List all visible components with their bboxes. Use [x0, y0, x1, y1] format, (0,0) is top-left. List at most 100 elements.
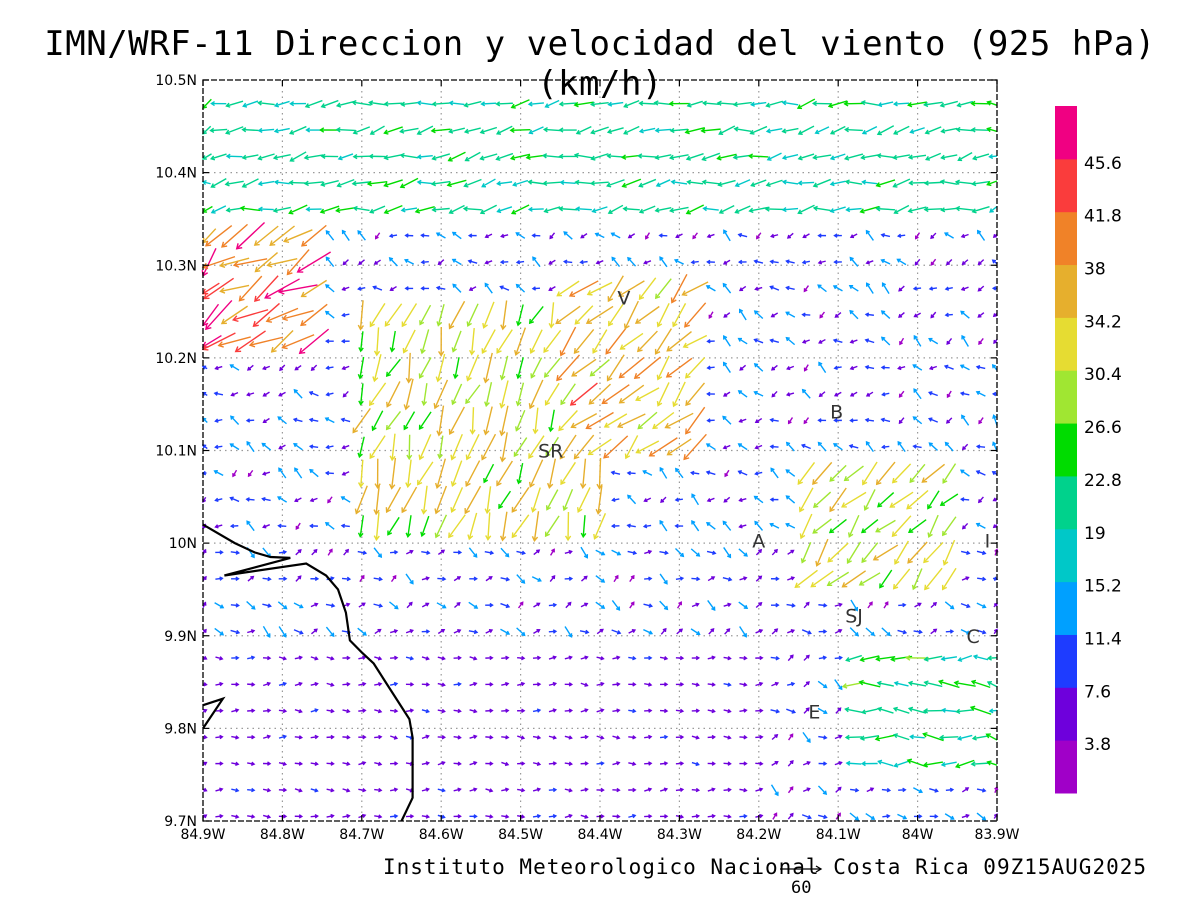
wind-vector-head	[203, 814, 208, 819]
wind-vector-head	[660, 498, 665, 504]
wind-vector	[787, 629, 796, 634]
wind-vector	[501, 735, 510, 740]
wind-vector	[292, 417, 303, 423]
wind-vector	[643, 260, 652, 265]
wind-vector-head	[399, 128, 405, 134]
wind-vector-head	[568, 813, 573, 819]
wind-vector	[865, 260, 874, 265]
wind-vector	[219, 257, 250, 268]
wind-vector-head	[759, 708, 764, 713]
wind-vector-shaft	[940, 100, 959, 107]
wind-vector-shaft	[706, 550, 716, 555]
wind-vector	[785, 392, 795, 397]
wind-vector-head	[758, 602, 763, 607]
wind-vector-shaft	[590, 359, 610, 377]
wind-vector	[797, 204, 815, 215]
wind-vector	[580, 787, 589, 792]
wind-vector-head	[705, 285, 711, 290]
wind-vector-head	[452, 373, 459, 380]
wind-vector	[596, 735, 605, 740]
wind-vector-head	[346, 682, 351, 687]
wind-vector-head	[679, 655, 685, 661]
wind-vector	[595, 601, 606, 609]
wind-vector-head	[400, 207, 406, 213]
wind-vector-head	[805, 654, 810, 659]
wind-vector	[770, 576, 780, 582]
wind-vector	[786, 365, 795, 371]
wind-vector-head	[957, 657, 963, 662]
wind-vector-head	[972, 654, 978, 660]
wind-vector-shaft	[234, 258, 268, 266]
wind-vector-head	[638, 100, 644, 106]
wind-vector-head	[695, 682, 700, 687]
wind-vector-head	[829, 476, 835, 482]
wind-vector-head	[789, 733, 794, 738]
wind-vector-head	[527, 101, 533, 107]
wind-vector-shaft	[865, 339, 875, 344]
wind-vector-shaft	[360, 331, 364, 352]
wind-vector	[373, 327, 381, 357]
wind-vector	[281, 310, 314, 322]
wind-vector-shaft	[701, 128, 721, 132]
wind-vector-shaft	[532, 487, 541, 512]
wind-vector-shaft	[559, 207, 578, 211]
wind-vector-head	[753, 338, 758, 343]
wind-vector	[294, 655, 303, 660]
wind-vector	[373, 485, 380, 516]
wind-vector-head	[743, 576, 748, 581]
wind-vector	[545, 489, 559, 511]
wind-vector-head	[673, 258, 679, 264]
wind-vector-head	[298, 709, 303, 714]
wind-vector-head	[818, 361, 823, 367]
wind-vector	[390, 550, 399, 555]
wind-vector	[279, 364, 286, 372]
wind-vector	[558, 409, 578, 432]
wind-vector-head	[865, 229, 870, 235]
wind-vector	[451, 330, 462, 353]
wind-vector-head	[559, 350, 566, 357]
wind-vector-head	[940, 154, 946, 160]
wind-vector-head	[473, 708, 478, 714]
wind-vector-head	[941, 584, 948, 591]
colorbar-swatch	[1055, 687, 1077, 741]
wind-vector-head	[845, 657, 851, 663]
wind-vector	[325, 603, 336, 608]
wind-vector	[737, 443, 748, 451]
wind-vector	[843, 101, 864, 107]
wind-vector	[956, 100, 974, 108]
wind-vector-shaft	[468, 547, 478, 558]
wind-vector-head	[303, 154, 309, 161]
wind-vector-head	[574, 179, 580, 185]
wind-vector-shaft	[595, 575, 605, 583]
wind-vector-head	[841, 502, 847, 508]
colorbar-swatch	[1055, 211, 1077, 266]
wind-vector-shaft	[639, 205, 656, 213]
wind-vector	[372, 354, 382, 383]
wind-vector-shaft	[859, 681, 881, 688]
wind-vector-head	[594, 232, 600, 237]
wind-vector-head	[897, 440, 902, 446]
wind-vector-head	[870, 815, 876, 820]
wind-vector	[943, 232, 954, 239]
wind-vector	[358, 383, 364, 406]
wind-vector-head	[373, 260, 378, 265]
wind-vector	[262, 417, 270, 423]
wind-vector	[954, 179, 975, 185]
wind-vector-head	[648, 655, 653, 661]
wind-vector-shaft	[906, 489, 929, 510]
wind-vector-head	[695, 787, 701, 793]
x-tick-label: 84.1W	[816, 827, 861, 843]
colorbar-swatch	[1055, 423, 1077, 477]
wind-vector	[755, 629, 764, 634]
wind-vector	[388, 457, 397, 490]
wind-vector	[310, 364, 318, 371]
wind-vector	[481, 329, 496, 355]
wind-vector-head	[817, 233, 822, 238]
wind-vector-head	[975, 364, 981, 370]
wind-vector-shaft	[893, 154, 911, 159]
wind-vector-shaft	[559, 102, 577, 105]
wind-vector	[621, 178, 642, 188]
wind-vector-head	[278, 392, 283, 397]
wind-vector-shaft	[940, 736, 959, 739]
wind-vector	[369, 125, 385, 135]
